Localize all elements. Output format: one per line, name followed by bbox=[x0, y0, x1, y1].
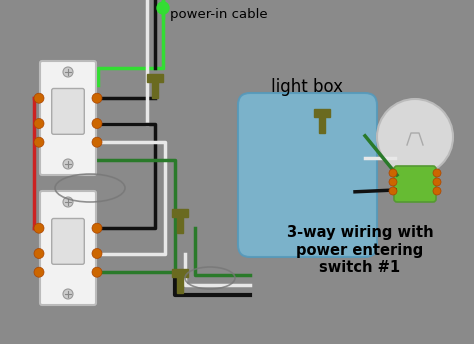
FancyBboxPatch shape bbox=[40, 61, 96, 175]
Text: light box: light box bbox=[272, 78, 344, 96]
Circle shape bbox=[92, 223, 102, 233]
Circle shape bbox=[92, 118, 102, 129]
Circle shape bbox=[63, 289, 73, 299]
Circle shape bbox=[433, 178, 441, 186]
Circle shape bbox=[377, 99, 453, 175]
Bar bbox=[172, 209, 188, 217]
Text: power-in cable: power-in cable bbox=[170, 8, 268, 21]
FancyBboxPatch shape bbox=[52, 218, 84, 264]
Circle shape bbox=[63, 159, 73, 169]
Circle shape bbox=[34, 118, 44, 129]
Circle shape bbox=[34, 93, 44, 103]
Bar bbox=[177, 215, 183, 233]
Circle shape bbox=[433, 169, 441, 177]
Bar bbox=[177, 275, 183, 293]
Bar bbox=[319, 115, 325, 133]
Circle shape bbox=[389, 178, 397, 186]
Circle shape bbox=[63, 197, 73, 207]
FancyBboxPatch shape bbox=[238, 93, 377, 257]
Circle shape bbox=[389, 187, 397, 195]
Text: 3-way wiring with
power entering
switch #1: 3-way wiring with power entering switch … bbox=[287, 225, 433, 275]
Circle shape bbox=[34, 267, 44, 277]
Circle shape bbox=[92, 93, 102, 103]
Circle shape bbox=[92, 267, 102, 277]
Bar bbox=[172, 269, 188, 277]
Circle shape bbox=[157, 2, 169, 14]
Circle shape bbox=[92, 137, 102, 147]
FancyBboxPatch shape bbox=[394, 166, 436, 202]
Bar bbox=[147, 74, 163, 82]
Circle shape bbox=[92, 248, 102, 258]
Bar bbox=[314, 109, 330, 117]
FancyBboxPatch shape bbox=[40, 191, 96, 305]
Circle shape bbox=[63, 67, 73, 77]
Circle shape bbox=[389, 169, 397, 177]
Circle shape bbox=[34, 248, 44, 258]
Bar bbox=[152, 80, 158, 98]
Circle shape bbox=[433, 187, 441, 195]
FancyBboxPatch shape bbox=[52, 88, 84, 134]
Circle shape bbox=[34, 223, 44, 233]
Circle shape bbox=[34, 137, 44, 147]
